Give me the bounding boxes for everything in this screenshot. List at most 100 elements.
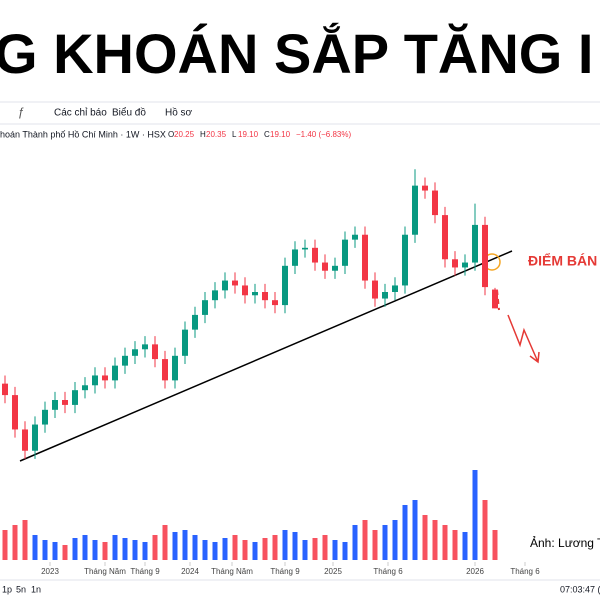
volume-bar xyxy=(232,535,238,560)
candle-body xyxy=(392,285,398,292)
candle-body xyxy=(362,234,368,281)
x-tick-label: Tháng 9 xyxy=(270,567,300,576)
headline: G KHOÁN SẮP TĂNG I xyxy=(0,22,593,85)
volume-bar xyxy=(162,525,168,560)
candle-body xyxy=(302,247,308,250)
symbol-line: hoán Thành phố Hồ Chí Minh · 1W · HSX xyxy=(0,129,166,139)
volume-bar xyxy=(52,542,58,560)
legend-value: 19.10 xyxy=(238,130,259,139)
candle-body xyxy=(192,314,198,330)
volume-bar xyxy=(202,540,208,560)
candle-body xyxy=(62,400,68,405)
volume-bar xyxy=(262,538,268,560)
volume-bar xyxy=(122,538,128,560)
toolbar-item[interactable]: Hồ sơ xyxy=(165,107,193,119)
volume-bar xyxy=(432,520,438,560)
candle-body xyxy=(232,280,238,286)
volume-bar xyxy=(152,535,158,560)
x-tick-label: Tháng Năm xyxy=(84,567,126,576)
volume-bar xyxy=(402,505,408,560)
candle-body xyxy=(162,359,168,381)
volume-bar xyxy=(192,535,198,560)
x-tick-label: 2025 xyxy=(324,567,342,576)
candle-body xyxy=(82,385,88,391)
volume-bar xyxy=(72,538,78,560)
legend-value: 20.25 xyxy=(174,130,195,139)
legend-key: L xyxy=(232,130,237,139)
arrow xyxy=(507,314,540,364)
volume-bar xyxy=(32,535,38,560)
volume-bar xyxy=(42,540,48,560)
volume-bar xyxy=(342,542,348,560)
range-button[interactable]: 1p xyxy=(2,584,12,594)
volume-bar xyxy=(112,535,118,560)
x-tick-label: 2026 xyxy=(466,567,484,576)
candle-body xyxy=(492,289,498,309)
volume-bar xyxy=(272,535,278,560)
volume-bar xyxy=(412,500,418,560)
candle-body xyxy=(412,185,418,235)
volume-bar xyxy=(182,530,188,560)
candle-body xyxy=(42,409,48,425)
volume-bar xyxy=(292,532,298,560)
range-button[interactable]: 5n xyxy=(16,584,26,594)
candle-body xyxy=(332,265,338,271)
legend-key: C xyxy=(264,130,270,139)
icon: ƒ xyxy=(18,105,25,119)
x-tick-label: Tháng 9 xyxy=(130,567,160,576)
range-button[interactable]: 1n xyxy=(31,584,41,594)
volume-bar xyxy=(372,530,378,560)
candle-body xyxy=(32,424,38,451)
x-tick-label: Tháng Năm xyxy=(211,567,253,576)
volume-bar xyxy=(242,540,248,560)
candle-body xyxy=(252,292,258,296)
volume-bar xyxy=(382,525,388,560)
volume-bar xyxy=(462,532,468,560)
volume-bar xyxy=(322,535,328,560)
legend-value: 20.35 xyxy=(206,130,227,139)
volume-bar xyxy=(482,500,488,560)
candle-body xyxy=(442,215,448,260)
candle-body xyxy=(462,262,468,268)
candle-body xyxy=(322,262,328,271)
ohlc-legend: O 20.25 H 20.35 L 19.10 C 19.10 −1.40 (−6.83%) xyxy=(168,130,351,139)
candle-body xyxy=(212,290,218,301)
x-tick-label: 2024 xyxy=(181,567,199,576)
volume-bar xyxy=(442,525,448,560)
volume-bar xyxy=(102,542,108,560)
volume-bar xyxy=(332,540,338,560)
volume-bar xyxy=(472,470,478,560)
volume-bar xyxy=(422,515,428,560)
candle-body xyxy=(142,344,148,350)
candle-body xyxy=(112,365,118,381)
annotation: ĐIỂM BÁN xyxy=(528,252,597,269)
volume-bar xyxy=(212,542,218,560)
candle-body xyxy=(352,234,358,240)
volume-bar xyxy=(172,532,178,560)
volume-bar xyxy=(222,538,228,560)
volume-bar xyxy=(92,540,98,560)
candle-body xyxy=(122,355,128,366)
candle-body xyxy=(472,224,478,263)
volume-bar xyxy=(392,520,398,560)
credit: Ảnh: Lương T xyxy=(530,535,600,550)
candle-body xyxy=(312,247,318,263)
volume-bar xyxy=(492,530,498,560)
candle-body xyxy=(152,344,158,360)
volume-bar xyxy=(362,520,368,560)
candle-body xyxy=(382,292,388,299)
candle-body xyxy=(272,300,278,306)
volume-bar xyxy=(452,530,458,560)
legend-value: 19.10 xyxy=(270,130,291,139)
volume-bar xyxy=(312,538,318,560)
toolbar-item[interactable]: Biểu đồ xyxy=(112,107,146,119)
legend-key: H xyxy=(200,130,206,139)
toolbar-item[interactable]: Các chỉ báo xyxy=(54,107,107,119)
candle-body xyxy=(242,285,248,296)
volume-bar xyxy=(252,542,258,560)
volume-bar xyxy=(302,540,308,560)
candle-body xyxy=(72,390,78,405)
